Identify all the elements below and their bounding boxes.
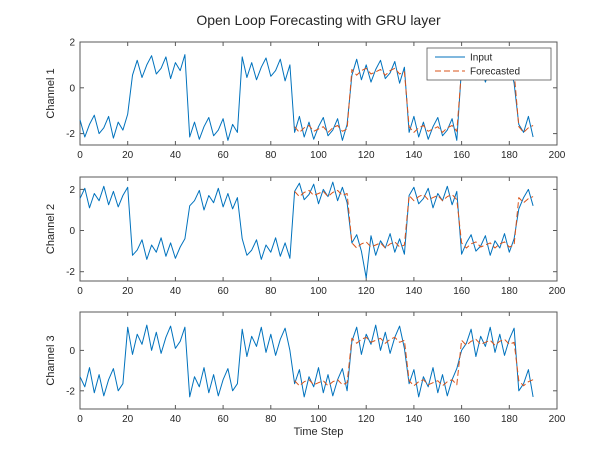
y-tick-label: 2 (69, 38, 75, 49)
series-forecasted-line (294, 67, 534, 133)
legend-label: Forecasted (470, 67, 520, 78)
x-tick-label: 100 (310, 150, 327, 161)
y-tick-label: 2 (69, 185, 75, 196)
x-tick-label: 140 (406, 150, 423, 161)
x-tick-label: 40 (170, 286, 182, 297)
x-tick-label: 80 (265, 414, 277, 425)
x-tick-label: 160 (453, 414, 470, 425)
series-input-line (79, 54, 534, 141)
channel-axis-label: Channel 2 (45, 204, 57, 254)
x-tick-label: 40 (170, 414, 182, 425)
series-input-line (79, 324, 534, 398)
x-tick-label: 180 (501, 414, 518, 425)
x-tick-label: 120 (358, 150, 375, 161)
x-tick-label: 20 (122, 414, 134, 425)
x-tick-label: 80 (265, 286, 277, 297)
x-tick-label: 180 (501, 150, 518, 161)
x-tick-label: 160 (453, 286, 470, 297)
x-tick-label: 0 (77, 286, 83, 297)
x-tick-label: 100 (310, 286, 327, 297)
x-tick-label: 180 (501, 286, 518, 297)
x-tick-label: 200 (549, 286, 566, 297)
y-tick-label: -2 (66, 129, 75, 140)
x-tick-label: 20 (122, 286, 134, 297)
axes-box (79, 176, 558, 282)
x-tick-label: 60 (218, 414, 230, 425)
y-tick-label: -2 (66, 386, 75, 397)
y-tick-label: -2 (66, 267, 75, 278)
x-tick-label: 80 (265, 150, 277, 161)
x-tick-label: 200 (549, 414, 566, 425)
x-tick-label: 120 (358, 414, 375, 425)
series-forecasted-line (294, 189, 534, 249)
x-tick-label: 60 (218, 286, 230, 297)
y-tick-label: 0 (69, 346, 75, 357)
x-tick-label: 140 (406, 286, 423, 297)
figure-title: Open Loop Forecasting with GRU layer (196, 12, 441, 28)
x-axis-label: Time Step (293, 426, 344, 438)
x-tick-label: 0 (77, 414, 83, 425)
x-tick-label: 100 (310, 414, 327, 425)
channel-axis-label: Channel 3 (45, 335, 57, 385)
legend-box (426, 47, 552, 81)
x-tick-label: 40 (170, 150, 182, 161)
x-tick-label: 120 (358, 286, 375, 297)
axes-box (79, 311, 558, 410)
x-tick-label: 200 (549, 150, 566, 161)
x-tick-label: 20 (122, 150, 134, 161)
legend-label: Input (470, 53, 492, 64)
y-tick-label: 0 (69, 226, 75, 237)
series-forecasted-line (294, 336, 534, 387)
channel-axis-label: Channel 1 (45, 68, 57, 118)
x-tick-label: 160 (453, 150, 470, 161)
y-tick-label: 0 (69, 83, 75, 94)
x-tick-label: 0 (77, 150, 83, 161)
x-tick-label: 140 (406, 414, 423, 425)
series-input-line (79, 181, 534, 279)
x-tick-label: 60 (218, 150, 230, 161)
